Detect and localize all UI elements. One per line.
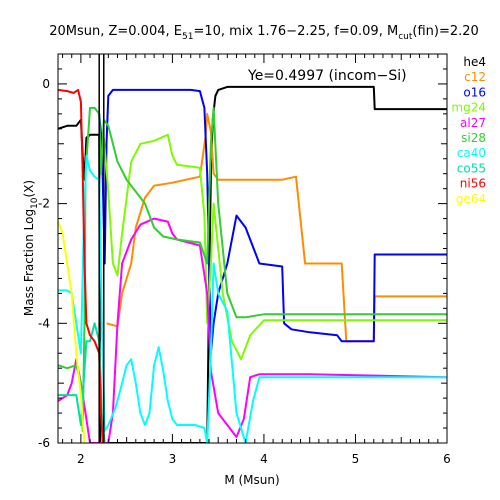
- y-tick-label: 0: [42, 77, 50, 91]
- y-tick-label: -6: [38, 436, 50, 450]
- plot-frame: [57, 53, 448, 444]
- series-line-o16: [98, 88, 447, 355]
- x-axis-label: M (Msun): [224, 473, 279, 487]
- legend-entry-ca40: ca40: [457, 146, 486, 160]
- x-tick-label: 5: [352, 452, 360, 466]
- legend-entry-c12: c12: [464, 70, 486, 84]
- series-line-c12: [106, 112, 447, 343]
- y-tick-label: -4: [38, 316, 50, 330]
- legend-entry-o16: o16: [463, 85, 486, 99]
- legend-entry-ge64: ge64: [456, 192, 486, 206]
- axes: 2 3 4 5 6 0 -2 -4 -6: [38, 53, 451, 466]
- legend-entry-si28: si28: [461, 131, 486, 145]
- series-line-ca40: [58, 154, 447, 443]
- x-tick-label: 6: [443, 452, 451, 466]
- legend-entry-mg24: mg24: [451, 101, 486, 115]
- vertical-markers: [98, 54, 105, 443]
- x-tick-label: 2: [77, 452, 85, 466]
- chart-title: 20Msun, Z=0.004, E51=10, mix 1.76−2.25, …: [49, 24, 479, 42]
- legend-entry-al27: al27: [460, 116, 486, 130]
- y-tick-label: -2: [38, 197, 50, 211]
- series-line-ge64: [58, 221, 86, 443]
- legend-entry-he4: he4: [463, 55, 486, 69]
- series-lines: [58, 85, 447, 443]
- y-axis-label: Mass Fraction Log10(X): [22, 180, 40, 316]
- series-line-mg24: [102, 133, 447, 361]
- legend-entry-co55: co55: [457, 161, 486, 175]
- x-tick-label: 3: [169, 452, 177, 466]
- series-line-he4: [58, 85, 447, 443]
- series-line-si28: [58, 106, 447, 432]
- x-tick-label: 4: [260, 452, 268, 466]
- ye-annotation: Ye=0.4997 (incom−Si): [247, 68, 407, 84]
- legend-entry-ni56: ni56: [460, 177, 486, 191]
